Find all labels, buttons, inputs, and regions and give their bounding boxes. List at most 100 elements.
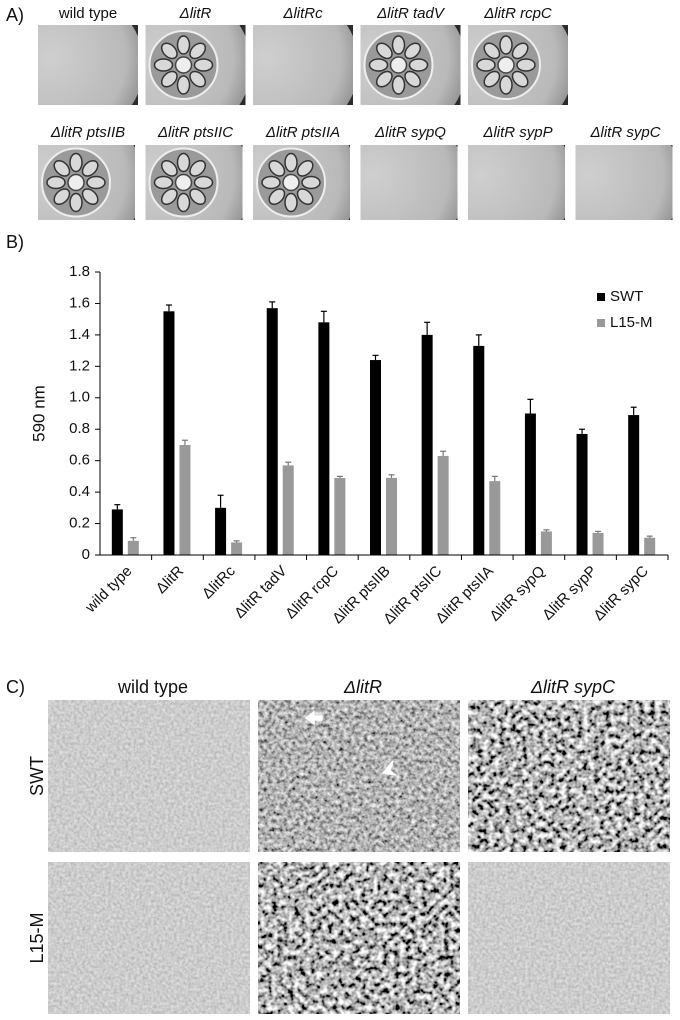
plate-label: ΔlitR rcpC (483, 5, 552, 22)
bar (422, 335, 433, 555)
wrinkle (70, 154, 82, 172)
micrograph (258, 700, 460, 852)
column-header: ΔlitR (343, 677, 382, 697)
error-bar (543, 530, 549, 532)
micrograph (468, 700, 670, 852)
legend-swatch (597, 319, 605, 327)
error-bar (269, 302, 275, 308)
micrograph (48, 862, 250, 1014)
bar (473, 346, 484, 555)
bar (593, 533, 604, 555)
plate-label: wild type (58, 5, 117, 22)
colony-center (498, 57, 514, 73)
plate-label: ΔlitR sypQ (374, 124, 446, 141)
panel-label: C) (6, 677, 25, 697)
wrinkle (178, 154, 190, 172)
bar (267, 308, 278, 555)
error-bar (182, 440, 188, 445)
colony-center (68, 175, 84, 191)
y-tick-label: 1.8 (69, 263, 90, 280)
plate-label: ΔlitR sypC (589, 124, 660, 141)
error-bar (579, 429, 585, 434)
wrinkle (178, 36, 190, 54)
error-bar (234, 541, 240, 543)
wrinkle (47, 177, 65, 189)
error-bar (527, 399, 533, 413)
wrinkle (370, 59, 388, 71)
wrinkle (178, 194, 190, 212)
y-tick-label: 0.4 (69, 483, 90, 500)
colony-center (176, 175, 192, 191)
x-tick-label: ΔlitR sypC (590, 562, 652, 624)
wrinkle (70, 194, 82, 212)
micrograph (48, 700, 250, 852)
x-tick-label: wild type (81, 563, 135, 617)
plate-label: ΔlitR sypP (482, 124, 552, 141)
y-tick-label: 1.0 (69, 389, 90, 406)
column-header: ΔlitR sypC (530, 677, 616, 697)
legend-label: L15-M (610, 314, 653, 331)
wrinkle (285, 194, 297, 212)
error-bar (631, 407, 637, 415)
plate-label: ΔlitR ptsIIA (265, 124, 340, 141)
error-bar (166, 305, 172, 311)
y-tick-label: 1.4 (69, 326, 90, 343)
wrinkle (302, 177, 320, 189)
bar (541, 531, 552, 555)
error-bar (440, 451, 446, 456)
bar (179, 445, 190, 555)
wrinkle (262, 177, 280, 189)
panel-label: B) (6, 232, 24, 252)
panel-label: A) (6, 5, 24, 25)
wrinkle (155, 59, 173, 71)
bar (231, 542, 242, 555)
wrinkle (517, 59, 535, 71)
plate-label: ΔlitR tadV (376, 5, 446, 22)
colony-center (283, 175, 299, 191)
wrinkle (393, 36, 405, 54)
plate-label: ΔlitR ptsIIB (50, 124, 125, 141)
bar (370, 360, 381, 555)
error-bar (285, 462, 291, 465)
y-tick-label: 1.6 (69, 294, 90, 311)
error-bar (337, 476, 343, 478)
wrinkle (500, 36, 512, 54)
legend-swatch (597, 293, 605, 301)
legend-label: SWT (610, 288, 643, 305)
bar (628, 415, 639, 555)
bar (112, 509, 123, 555)
bar (438, 456, 449, 555)
colony-center (176, 57, 192, 73)
plate-label: ΔlitR (179, 5, 212, 22)
bar (128, 541, 139, 555)
y-tick-label: 0 (82, 546, 90, 563)
y-tick-label: 0.2 (69, 515, 90, 532)
x-tick-label: ΔlitR (153, 562, 188, 597)
wrinkle (155, 177, 173, 189)
x-tick-label: ΔlitR sypQ (486, 563, 548, 625)
bar (215, 508, 226, 555)
wrinkle (393, 76, 405, 94)
x-tick-label: ΔlitRc (199, 562, 239, 602)
bar (318, 322, 329, 555)
column-header: wild type (117, 677, 188, 697)
y-tick-label: 0.8 (69, 420, 90, 437)
wrinkle (285, 154, 297, 172)
error-bar (492, 476, 498, 481)
wrinkle (477, 59, 495, 71)
bar (525, 414, 536, 556)
error-bar (389, 475, 395, 478)
row-header: L15-M (27, 912, 47, 963)
wrinkle (195, 177, 213, 189)
bar (644, 538, 655, 555)
error-bar (218, 495, 224, 508)
y-tick-label: 0.6 (69, 452, 90, 469)
error-bar (114, 505, 120, 510)
plate-label: ΔlitRc (282, 5, 323, 22)
bar (489, 481, 500, 555)
error-bar (476, 335, 482, 346)
error-bar (321, 311, 327, 322)
micrograph (258, 862, 460, 1014)
error-bar (595, 531, 601, 533)
